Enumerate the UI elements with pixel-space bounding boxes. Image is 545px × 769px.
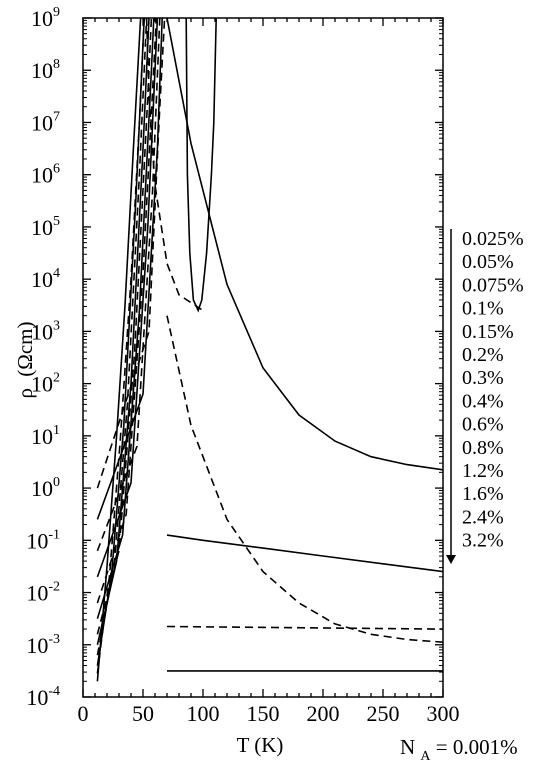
y-tick-label: 108	[31, 57, 60, 83]
footnote-text: N A = 0.001%	[400, 735, 518, 765]
series-line-18	[166, 625, 443, 630]
legend-entry: 0.3%	[462, 367, 504, 389]
y-tick-base: 10	[31, 163, 53, 188]
y-tick-exponent: -4	[48, 684, 60, 699]
series-line-10	[96, 18, 157, 604]
legend-entry: 0.8%	[462, 437, 504, 459]
y-tick-label: 107	[31, 109, 60, 135]
y-tick-exponent: -2	[48, 580, 60, 595]
footnote-symbol: N	[400, 735, 415, 759]
y-tick-label: 109	[31, 5, 60, 31]
y-tick-base: 10	[31, 6, 53, 31]
y-tick-base: 10	[31, 476, 53, 501]
series-line-8	[96, 18, 153, 635]
y-tick-base: 10	[31, 110, 53, 135]
y-tick-exponent: 2	[53, 371, 60, 386]
footnote: N A = 0.001%	[400, 735, 518, 765]
series-line-12	[96, 18, 161, 552]
x-tick-label: 0	[78, 701, 89, 726]
series-line-9	[96, 18, 155, 619]
series-line-6	[96, 18, 148, 656]
y-tick-label: 105	[31, 214, 60, 240]
legend: 0.025%0.05%0.075%0.1%0.15%0.2%0.3%0.4%0.…	[462, 228, 524, 552]
y-tick-label: 106	[31, 162, 60, 188]
y-tick-exponent: 4	[53, 266, 60, 281]
series-layer	[96, 18, 443, 682]
series-line-13	[96, 18, 163, 520]
x-axis-label-text: T (K)	[237, 733, 284, 757]
legend-entry: 0.4%	[462, 390, 504, 412]
legend-entry: 0.15%	[462, 321, 514, 343]
footnote-subscript: A	[420, 749, 431, 764]
y-tick-base: 10	[31, 58, 53, 83]
legend-entry: 2.4%	[462, 506, 504, 528]
y-axis-label-text: ρ (Ωcm)	[13, 322, 37, 399]
legend-entry: 0.6%	[462, 414, 504, 436]
y-tick-exponent: 9	[53, 5, 60, 20]
series-line-11	[96, 18, 159, 578]
legend-entry: 0.025%	[462, 228, 524, 250]
y-tick-exponent: 6	[53, 162, 60, 177]
legend-entry: 0.1%	[462, 298, 504, 320]
series-line-3	[96, 18, 142, 682]
y-axis-label-unit: (Ωcm)	[13, 322, 37, 377]
series-line-15	[166, 18, 443, 471]
y-tick-label: 101	[31, 423, 60, 449]
y-tick-exponent: -3	[48, 632, 60, 647]
y-tick-exponent: 0	[53, 475, 60, 490]
legend-arrowhead	[446, 555, 456, 564]
x-tick-label: 300	[427, 701, 460, 726]
legend-entry: 1.2%	[462, 460, 504, 482]
legend-entry: 0.05%	[462, 251, 514, 273]
ticks-layer: 0 50 100 150 200 250 30010-410-310-210-1100101…	[26, 5, 459, 726]
y-axis-label-symbol: ρ	[13, 388, 37, 398]
y-tick-label: 10-4	[26, 684, 60, 710]
y-tick-exponent: 7	[53, 109, 60, 124]
y-tick-label: 104	[31, 266, 60, 292]
x-tick-label: 100	[187, 701, 220, 726]
series-line-14	[96, 18, 166, 489]
series-line-17	[166, 534, 443, 573]
x-tick-label: 200	[307, 701, 340, 726]
y-tick-exponent: 8	[53, 57, 60, 72]
y-tick-base: 10	[26, 633, 48, 658]
y-tick-exponent: 5	[53, 214, 60, 229]
y-tick-label: 102	[31, 371, 60, 397]
legend-arrow	[446, 229, 456, 564]
series-line-16	[166, 315, 443, 643]
footnote-value: = 0.001%	[436, 735, 518, 759]
x-tick-label: 150	[247, 701, 280, 726]
y-tick-base: 10	[31, 372, 53, 397]
y-tick-label: 10-2	[26, 580, 60, 606]
series-line-2	[145, 18, 204, 312]
legend-entry: 1.6%	[462, 483, 504, 505]
x-tick-label: 50	[132, 701, 154, 726]
x-axis-label: T (K)	[237, 733, 284, 757]
y-tick-exponent: 3	[53, 318, 60, 333]
y-tick-base: 10	[31, 267, 53, 292]
legend-entry: 3.2%	[462, 530, 504, 552]
y-tick-label: 103	[31, 318, 60, 344]
y-tick-base: 10	[31, 424, 53, 449]
x-tick-label: 250	[367, 701, 400, 726]
legend-entry: 0.075%	[462, 274, 524, 296]
legend-entry: 0.2%	[462, 344, 504, 366]
y-tick-base: 10	[26, 685, 48, 710]
y-tick-base: 10	[31, 215, 53, 240]
y-tick-label: 10-1	[26, 527, 60, 553]
y-tick-exponent: 1	[53, 423, 60, 438]
y-tick-base: 10	[26, 581, 48, 606]
y-axis-label: ρ (Ωcm)	[13, 322, 37, 399]
y-tick-base: 10	[31, 319, 53, 344]
series-line-1	[185, 18, 217, 313]
y-tick-exponent: -1	[48, 527, 60, 542]
y-tick-base: 10	[26, 528, 48, 553]
y-tick-label: 10-3	[26, 632, 60, 658]
y-tick-label: 100	[31, 475, 60, 501]
